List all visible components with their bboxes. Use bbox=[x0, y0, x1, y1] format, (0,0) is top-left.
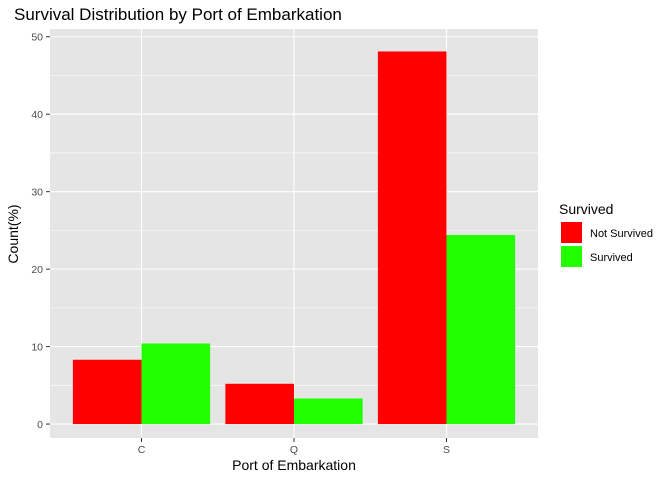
x-tick-label: S bbox=[443, 444, 450, 456]
x-tick-label: Q bbox=[290, 444, 298, 456]
bar-survived-s bbox=[446, 235, 516, 425]
x-tick-label: C bbox=[138, 444, 146, 456]
legend: Survived Not Survived Survived bbox=[559, 201, 653, 267]
chart-title: Survival Distribution by Port of Embarka… bbox=[14, 5, 342, 24]
y-tick-label: 0 bbox=[37, 419, 43, 431]
bar-survived-q bbox=[294, 398, 363, 425]
bars bbox=[72, 51, 516, 425]
bar-not-survived-s bbox=[377, 51, 447, 425]
y-tick-label: 40 bbox=[31, 109, 43, 121]
y-axis-title: Count(%) bbox=[5, 204, 21, 263]
bar-not-survived-c bbox=[72, 359, 142, 425]
y-tick-label: 10 bbox=[31, 341, 43, 353]
legend-key-not-survived bbox=[561, 222, 582, 243]
bar-not-survived-q bbox=[225, 383, 294, 425]
x-axis-title: Port of Embarkation bbox=[232, 457, 356, 473]
y-tick-label: 20 bbox=[31, 264, 43, 276]
legend-items: Not Survived Survived bbox=[561, 222, 653, 267]
y-axis-ticks: 0 10 20 30 40 50 bbox=[31, 32, 50, 431]
legend-label: Not Survived bbox=[590, 228, 653, 240]
legend-label: Survived bbox=[590, 252, 633, 264]
legend-title: Survived bbox=[559, 201, 613, 217]
y-tick-label: 30 bbox=[31, 186, 43, 198]
legend-key-survived bbox=[561, 246, 582, 267]
y-tick-label: 50 bbox=[31, 32, 43, 44]
bar-survived-c bbox=[141, 343, 211, 425]
